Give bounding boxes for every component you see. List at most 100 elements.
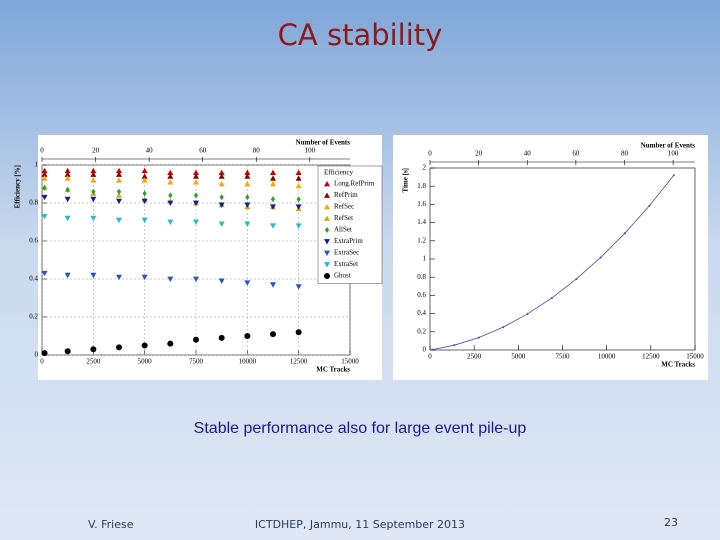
point bbox=[90, 215, 97, 222]
y-tick-label: 1 bbox=[423, 255, 427, 263]
point bbox=[141, 177, 148, 183]
point bbox=[116, 344, 122, 351]
y-tick-label: 1 bbox=[35, 161, 39, 169]
point bbox=[167, 219, 174, 225]
x2-axis-label: Number of Events bbox=[641, 142, 696, 150]
point bbox=[270, 196, 276, 203]
point bbox=[550, 296, 553, 299]
point bbox=[244, 221, 251, 227]
y-tick-label: 0.8 bbox=[29, 199, 38, 207]
point bbox=[41, 194, 48, 201]
y-axis-label: Time [s] bbox=[402, 168, 410, 193]
point bbox=[90, 171, 97, 177]
legend-label: ExtraPrim bbox=[334, 237, 363, 245]
point bbox=[295, 223, 302, 229]
legend-label: ExtraSet bbox=[334, 260, 358, 268]
x-tick-label: 15000 bbox=[686, 353, 704, 361]
point bbox=[90, 196, 97, 203]
point bbox=[193, 276, 199, 282]
point bbox=[168, 192, 173, 199]
point bbox=[167, 276, 174, 282]
legend-marker bbox=[324, 204, 330, 210]
legend-label: RefSec bbox=[334, 203, 354, 211]
x2-tick-label: 80 bbox=[621, 150, 629, 158]
chart-panel bbox=[393, 135, 708, 380]
x2-tick-label: 0 bbox=[428, 150, 432, 158]
point bbox=[91, 188, 96, 195]
point bbox=[141, 167, 148, 174]
y-tick-label: 0.4 bbox=[29, 275, 38, 283]
x-axis-label: MC Tracks bbox=[316, 366, 350, 374]
x2-tick-label: 60 bbox=[199, 147, 207, 155]
footer-author: V. Friese bbox=[88, 518, 134, 531]
point bbox=[90, 272, 97, 279]
point bbox=[64, 215, 71, 222]
point bbox=[167, 200, 174, 206]
x-tick-label: 12500 bbox=[290, 358, 308, 366]
point bbox=[65, 186, 70, 193]
point bbox=[244, 280, 251, 286]
point bbox=[90, 346, 97, 353]
y-tick-label: 0 bbox=[35, 351, 39, 359]
page-number: 23 bbox=[664, 516, 678, 529]
point bbox=[167, 340, 174, 347]
x-tick-label: 10000 bbox=[239, 358, 257, 366]
legend-marker bbox=[324, 250, 330, 256]
x-tick-label: 7500 bbox=[189, 358, 204, 366]
x-tick-label: 2500 bbox=[86, 358, 101, 366]
point bbox=[41, 270, 48, 277]
point bbox=[218, 278, 225, 284]
point bbox=[270, 204, 276, 210]
point bbox=[218, 334, 225, 341]
y-tick-label: 0.6 bbox=[29, 237, 38, 245]
legend-title: Efficiency bbox=[324, 169, 354, 177]
y-tick-label: 0.2 bbox=[417, 327, 426, 335]
point bbox=[244, 181, 251, 187]
legend-marker bbox=[324, 239, 330, 245]
x2-tick-label: 20 bbox=[92, 147, 100, 155]
point bbox=[218, 181, 225, 187]
point bbox=[453, 344, 456, 347]
x-tick-label: 15000 bbox=[341, 358, 359, 366]
point bbox=[41, 350, 48, 357]
x-tick-label: 0 bbox=[40, 358, 44, 366]
point bbox=[141, 217, 148, 224]
point bbox=[295, 182, 302, 189]
point bbox=[64, 272, 71, 279]
point bbox=[270, 223, 276, 229]
point bbox=[244, 169, 251, 175]
point bbox=[167, 169, 174, 175]
point bbox=[599, 256, 602, 259]
point bbox=[116, 177, 122, 183]
point bbox=[245, 194, 250, 201]
x2-tick-label: 80 bbox=[253, 147, 261, 155]
point bbox=[167, 173, 174, 179]
x2-tick-label: 40 bbox=[524, 150, 532, 158]
x-tick-label: 0 bbox=[428, 353, 432, 361]
point bbox=[193, 169, 199, 175]
y-tick-label: 1.6 bbox=[417, 200, 426, 208]
point bbox=[64, 348, 71, 355]
x2-tick-label: 100 bbox=[305, 147, 316, 155]
point bbox=[193, 173, 199, 179]
point bbox=[64, 167, 71, 174]
x-tick-label: 7500 bbox=[556, 353, 571, 361]
legend-marker bbox=[324, 262, 330, 268]
point bbox=[218, 173, 225, 179]
point bbox=[244, 202, 251, 208]
point bbox=[526, 312, 529, 315]
point bbox=[270, 331, 276, 338]
x-tick-label: 12500 bbox=[642, 353, 660, 361]
x2-tick-label: 60 bbox=[572, 150, 580, 158]
point bbox=[193, 179, 199, 185]
point bbox=[141, 274, 148, 281]
legend-marker bbox=[324, 181, 330, 187]
y-tick-label: 0.6 bbox=[417, 291, 426, 299]
point bbox=[218, 202, 225, 208]
x-tick-label: 5000 bbox=[511, 353, 526, 361]
x-tick-label: 5000 bbox=[138, 358, 153, 366]
legend-marker bbox=[324, 215, 330, 221]
point bbox=[218, 169, 225, 175]
